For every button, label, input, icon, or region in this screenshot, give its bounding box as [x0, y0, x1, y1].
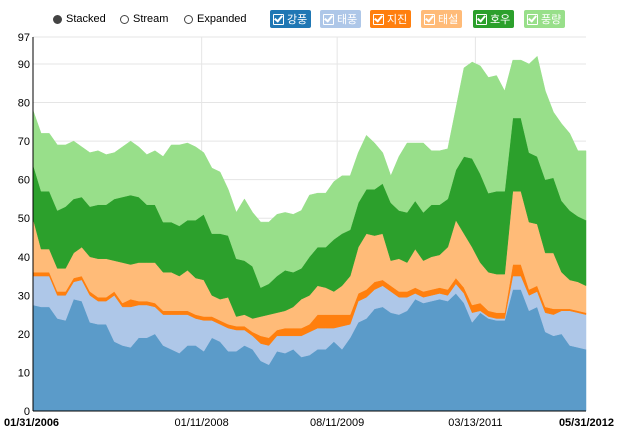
expanded-radio-icon[interactable]: [184, 14, 193, 24]
legend-item-taeseol[interactable]: 태설: [421, 10, 463, 28]
x-tick-label: 01/31/2006: [4, 417, 59, 429]
y-tick-label: 30: [18, 290, 30, 302]
y-tick-label: 97: [18, 32, 30, 44]
y-tick-label: 50: [18, 213, 30, 225]
legend-item-gangpung[interactable]: 강풍: [270, 10, 312, 28]
legend-label: 지진: [387, 14, 408, 26]
axes: 0 10 20 30 40 50 60 70 80 90 97 01/31/2006 01/11/200…: [4, 32, 614, 429]
x-tick-label: 01/11/2008: [175, 417, 229, 429]
y-tick-label: 10: [18, 367, 30, 379]
legend-label: 강풍: [287, 14, 308, 26]
legend-label: 태풍: [337, 14, 358, 26]
y-tick-label: 60: [18, 175, 30, 187]
y-tick-label: 0: [24, 406, 30, 418]
legend-label: 풍량: [541, 14, 562, 26]
checkbox-icon[interactable]: [373, 13, 384, 25]
y-tick-label: 80: [18, 98, 30, 110]
x-tick-label: 05/31/2012: [559, 417, 614, 429]
stream-radio-icon[interactable]: [120, 14, 129, 24]
legend-item-taepung[interactable]: 태풍: [320, 10, 362, 28]
y-tick-label: 70: [18, 136, 30, 148]
expanded-label: Expanded: [197, 13, 247, 25]
stacked-radio-icon[interactable]: [53, 14, 62, 24]
stream-label: Stream: [133, 13, 169, 25]
checkbox-icon[interactable]: [323, 13, 334, 25]
y-tick-label: 90: [18, 59, 30, 71]
stacked-option[interactable]: Stacked: [53, 11, 106, 27]
expanded-option[interactable]: Expanded: [184, 11, 247, 27]
series-area[interactable]: [32, 55, 587, 288]
legend-label: 태설: [438, 14, 459, 26]
checkbox-icon[interactable]: [527, 13, 538, 25]
checkbox-icon[interactable]: [273, 13, 284, 25]
legend-item-hou[interactable]: 호우: [473, 10, 515, 28]
y-tick-label: 40: [18, 252, 30, 264]
y-tick-label: 20: [18, 329, 30, 341]
checkbox-icon[interactable]: [424, 13, 435, 25]
area-series[interactable]: [32, 55, 587, 412]
legend-item-pungryang[interactable]: 풍량: [524, 10, 566, 28]
x-tick-label: 08/11/2009: [310, 417, 364, 429]
legend-item-jijin[interactable]: 지진: [370, 10, 412, 28]
stacked-label: Stacked: [66, 13, 106, 25]
checkbox-icon[interactable]: [476, 13, 487, 25]
legend-label: 호우: [490, 14, 511, 26]
stream-option[interactable]: Stream: [120, 11, 168, 27]
x-tick-label: 03/13/2011: [448, 417, 502, 429]
